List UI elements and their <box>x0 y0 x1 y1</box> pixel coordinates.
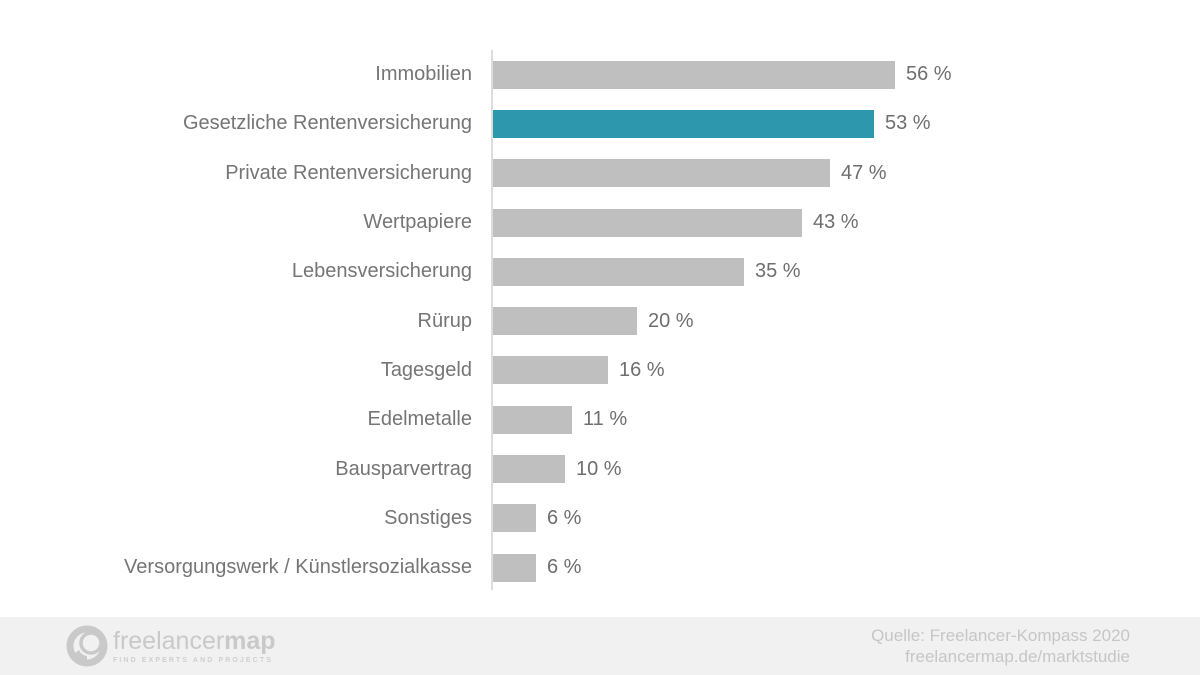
category-label: Versorgungswerk / Künstlersozialkasse <box>124 556 472 579</box>
logo-brand-light: freelancer <box>113 626 225 655</box>
category-label: Gesetzliche Rentenversicherung <box>182 112 472 135</box>
bar-chart: Immobilien 56 % Gesetzliche Rentenversic… <box>0 50 1200 592</box>
category-label: Bausparvertrag <box>335 457 472 480</box>
value-label: 11 % <box>583 408 628 431</box>
category-label: Immobilien <box>375 63 472 86</box>
bar <box>493 455 565 484</box>
category-label: Wertpapiere <box>363 211 472 234</box>
chart-row: Sonstiges 6 % <box>0 494 1200 543</box>
value-label: 10 % <box>576 457 622 480</box>
bar-area: 20 % <box>493 296 1200 345</box>
chart-row: Edelmetalle 11 % <box>0 395 1200 444</box>
bar-area: 10 % <box>493 444 1200 493</box>
chart-row: Bausparvertrag 10 % <box>0 444 1200 493</box>
category-label: Private Rentenversicherung <box>225 161 472 184</box>
bar <box>493 109 874 138</box>
category-label: Lebensversicherung <box>291 260 472 283</box>
chart-row: Wertpapiere 43 % <box>0 198 1200 247</box>
bar-area: 43 % <box>493 198 1200 247</box>
chart-row: Lebensversicherung 35 % <box>0 247 1200 296</box>
bar <box>493 307 637 336</box>
source-attribution: Quelle: Freelancer-Kompass 2020 freelanc… <box>871 625 1130 667</box>
chart-row: Immobilien 56 % <box>0 50 1200 99</box>
freelancermap-logo-icon <box>66 625 108 667</box>
value-label: 53 % <box>885 112 931 135</box>
value-label: 16 % <box>619 358 665 381</box>
value-label: 20 % <box>648 309 694 332</box>
bar-area: 6 % <box>493 543 1200 592</box>
chart-row: Private Rentenversicherung 47 % <box>0 149 1200 198</box>
value-label: 56 % <box>906 63 952 86</box>
category-label: Tagesgeld <box>380 358 472 381</box>
chart-row: Rürup 20 % <box>0 296 1200 345</box>
category-label: Edelmetalle <box>367 408 472 431</box>
logo-text: freelancermap FIND EXPERTS AND PROJECTS <box>113 626 276 664</box>
source-line-1: Quelle: Freelancer-Kompass 2020 <box>871 626 1130 645</box>
footer-band: freelancermap FIND EXPERTS AND PROJECTS … <box>0 617 1200 675</box>
bar <box>493 553 536 582</box>
value-label: 6 % <box>547 506 582 529</box>
category-label: Rürup <box>417 309 472 332</box>
bar <box>493 405 572 434</box>
bar <box>493 504 536 533</box>
y-axis-line <box>491 50 493 590</box>
chart-rows: Immobilien 56 % Gesetzliche Rentenversic… <box>0 50 1200 592</box>
value-label: 47 % <box>841 161 887 184</box>
bar-area: 16 % <box>493 346 1200 395</box>
bar-area: 6 % <box>493 494 1200 543</box>
bar <box>493 257 744 286</box>
bar-area: 56 % <box>493 50 1200 99</box>
source-line-2: freelancermap.de/marktstudie <box>905 647 1130 666</box>
value-label: 6 % <box>547 556 582 579</box>
bar <box>493 208 802 237</box>
bar <box>493 60 895 89</box>
bar-area: 35 % <box>493 247 1200 296</box>
bar <box>493 356 608 385</box>
logo-brand-bold: map <box>224 626 276 655</box>
chart-row: Gesetzliche Rentenversicherung 53 % <box>0 99 1200 148</box>
chart-row: Versorgungswerk / Künstlersozialkasse 6 … <box>0 543 1200 592</box>
chart-row: Tagesgeld 16 % <box>0 346 1200 395</box>
bar-area: 53 % <box>493 99 1200 148</box>
freelancermap-logo: freelancermap FIND EXPERTS AND PROJECTS <box>66 624 276 668</box>
category-label: Sonstiges <box>384 506 472 529</box>
logo-wordmark: freelancermap <box>113 626 276 655</box>
bar-area: 11 % <box>493 395 1200 444</box>
value-label: 43 % <box>813 211 859 234</box>
bar-area: 47 % <box>493 149 1200 198</box>
logo-tagline: FIND EXPERTS AND PROJECTS <box>113 656 273 664</box>
value-label: 35 % <box>755 260 801 283</box>
bar <box>493 159 830 188</box>
